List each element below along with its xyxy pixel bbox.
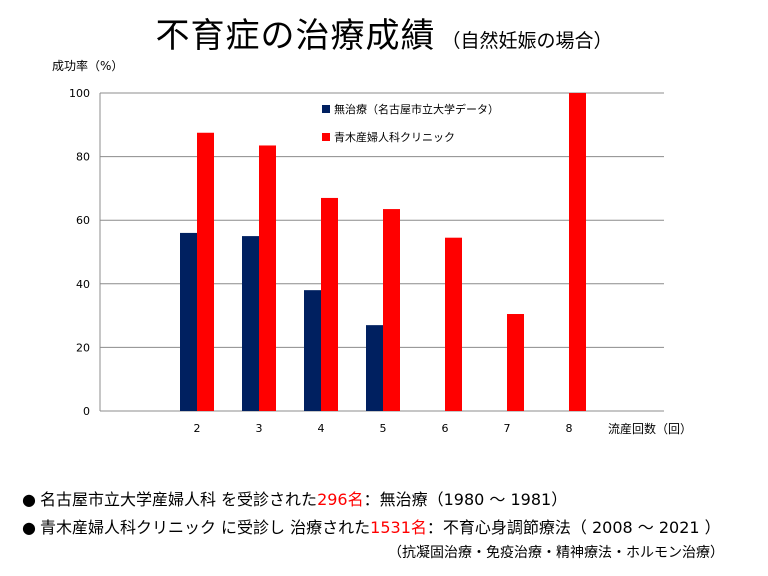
note-aoki-detail: ：不育心身調節療法（ 2008 ～ 2021 ） — [426, 518, 721, 537]
note-nagoya-text: 名古屋市立大学産婦人科 を受診された — [39, 490, 318, 509]
chart-title: 不育症の治療成績 （自然妊娠の場合） — [0, 8, 768, 57]
legend-label: 青木産婦人科クリニック — [334, 130, 455, 144]
x-tick-label: 2 — [194, 422, 201, 435]
chart-title-main: 不育症の治療成績 — [155, 16, 436, 56]
x-tick-label: 8 — [566, 422, 573, 435]
x-axis-title: 流産回数（回） — [608, 421, 692, 436]
bar-aoki-2 — [197, 132, 214, 411]
legend-swatch — [322, 105, 330, 113]
y-tick-label: 100 — [69, 87, 90, 100]
treatment-note: （抗凝固治療・免疫治療・精神療法・ホルモン治療） — [388, 545, 724, 561]
legend-label: 無治療（名古屋市立大学データ） — [334, 102, 499, 116]
bar-aoki-5 — [383, 209, 400, 411]
bar-no-treatment-4 — [304, 290, 321, 411]
y-tick-label: 80 — [76, 151, 90, 164]
y-tick-label: 0 — [83, 405, 90, 418]
x-tick-label: 3 — [256, 422, 263, 435]
chart-title-sub: （自然妊娠の場合） — [441, 30, 613, 52]
bar-aoki-6 — [445, 237, 462, 411]
y-tick-label: 20 — [76, 341, 90, 354]
y-axis-title: 成功率（%） — [52, 58, 123, 73]
y-tick-label: 60 — [76, 214, 90, 227]
bar-no-treatment-2 — [180, 232, 197, 411]
note-aoki-text: 青木産婦人科クリニック に受診し 治療された — [39, 518, 371, 537]
bullet-icon: ● — [22, 490, 36, 509]
note-nagoya: ● 名古屋市立大学産婦人科 を受診された296名：無治療（1980 ～ 1981） — [22, 486, 567, 510]
bar-aoki-3 — [259, 145, 276, 411]
legend-swatch — [322, 133, 330, 141]
note-nagoya-count: 296名 — [317, 490, 364, 509]
note-aoki: ● 青木産婦人科クリニック に受診し 治療された1531名：不育心身調節療法（ 2… — [22, 514, 721, 538]
bullet-icon: ● — [22, 518, 36, 537]
note-nagoya-detail: ：無治療（1980 ～ 1981） — [363, 490, 568, 509]
x-tick-label: 5 — [380, 422, 387, 435]
bar-aoki-7 — [507, 314, 524, 411]
bar-aoki-8 — [569, 93, 586, 411]
note-aoki-count: 1531名 — [370, 518, 427, 537]
bar-no-treatment-3 — [242, 236, 259, 411]
bar-no-treatment-5 — [366, 325, 383, 411]
y-tick-label: 40 — [76, 278, 90, 291]
x-tick-label: 7 — [504, 422, 511, 435]
bar-aoki-4 — [321, 197, 338, 411]
x-tick-label: 6 — [442, 422, 449, 435]
x-tick-label: 4 — [318, 422, 325, 435]
